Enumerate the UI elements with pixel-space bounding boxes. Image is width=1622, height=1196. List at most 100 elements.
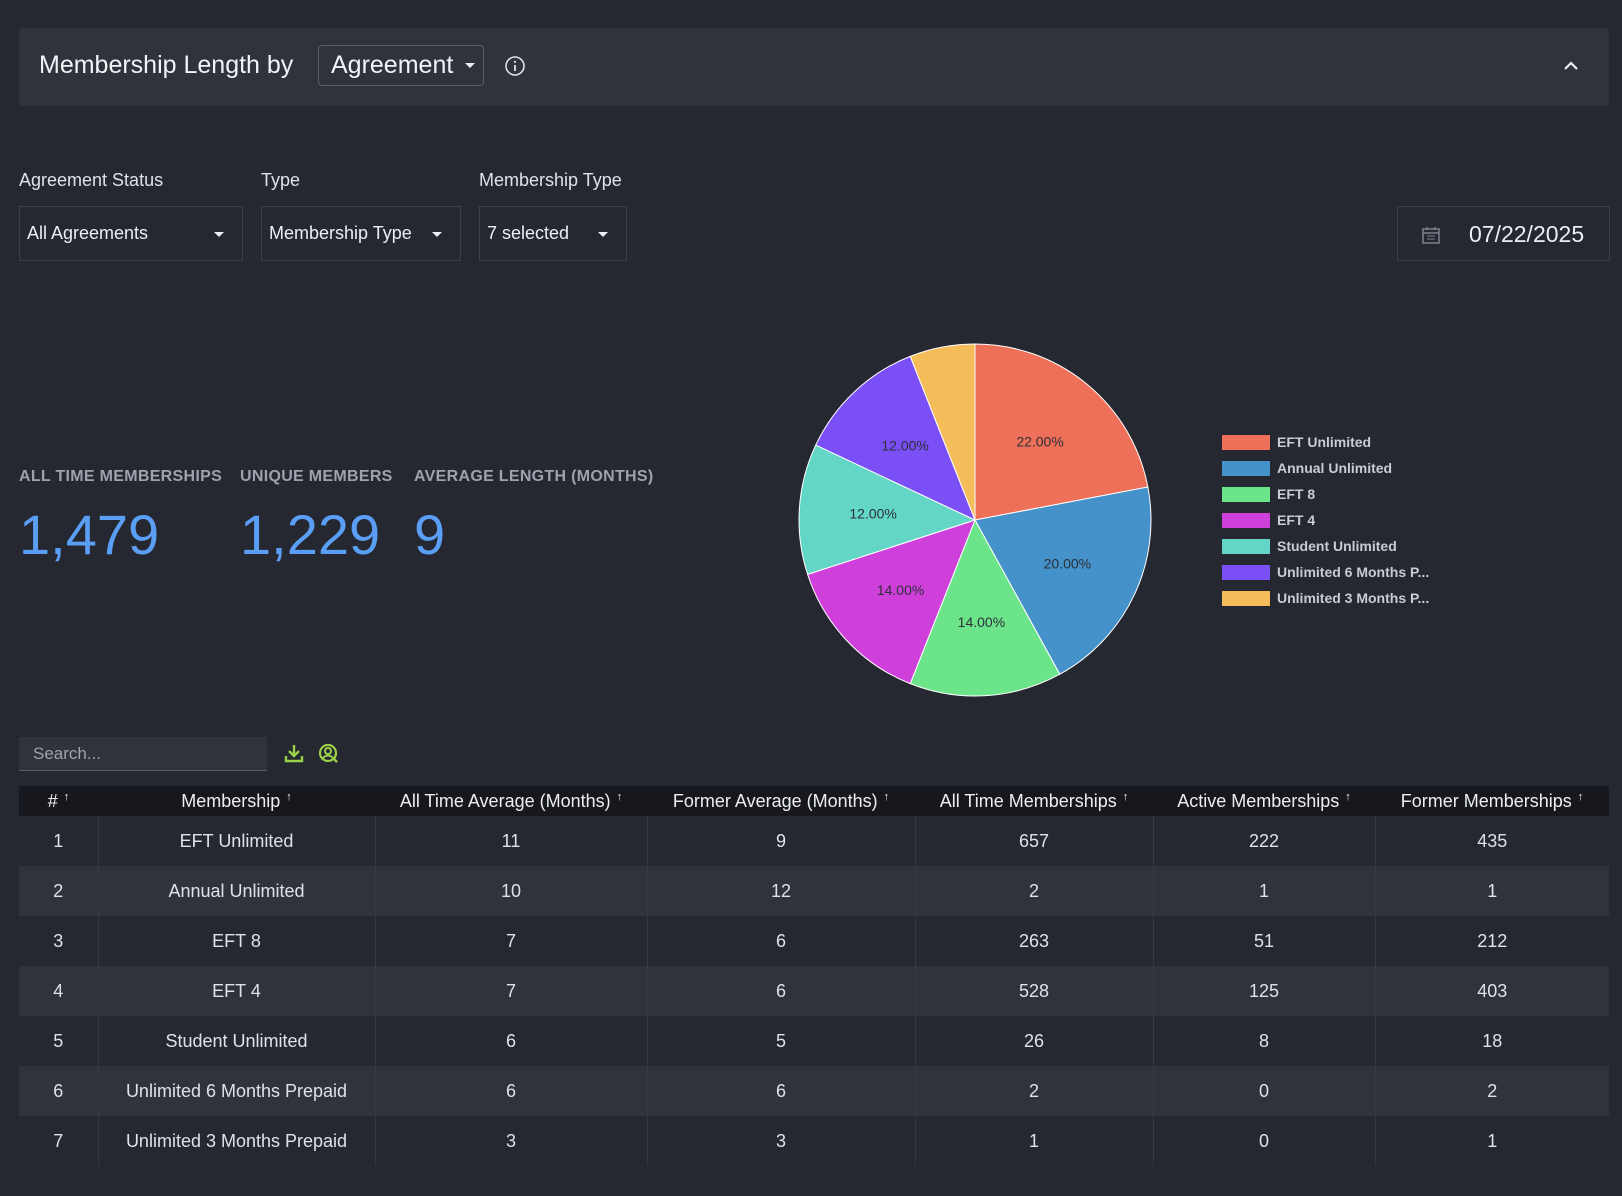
pie-slice[interactable] — [798, 444, 977, 576]
table-row: 6 Unlimited 6 Months Prepaid 6 6 2 0 2 — [19, 1066, 1609, 1116]
legend-swatch — [1222, 539, 1270, 554]
chevron-down-icon — [598, 232, 608, 237]
table-cell: EFT 8 — [98, 916, 376, 966]
table-header-row: # ↑ Membership ↑ All Time Average (Months) ↑ F… — [19, 786, 1609, 816]
legend-label: EFT 8 — [1277, 486, 1316, 502]
type-label: Type — [261, 170, 301, 190]
unique-members-value: 1,229 — [240, 503, 381, 566]
table-cell: 3 — [375, 1116, 648, 1166]
sort-arrow-icon[interactable]: ↑ — [1122, 790, 1129, 803]
pie-slice-label: 20.00% — [1044, 555, 1091, 571]
membership-table: # ↑ Membership ↑ All Time Average (Months) ↑ F… — [19, 786, 1609, 1166]
table-cell: 657 — [915, 816, 1154, 866]
membership-type-value: 7 selected — [487, 223, 570, 243]
download-icon[interactable] — [284, 743, 304, 763]
table-row: 2 Annual Unlimited 10 12 2 1 1 — [19, 866, 1609, 916]
type-value: Membership Type — [269, 223, 412, 243]
column-header-label: All Time Average (Months) — [399, 790, 611, 811]
pie-slice[interactable] — [909, 343, 976, 521]
table-body: 1 EFT Unlimited 11 9 657 222 435 2 Annual Unlimi… — [19, 816, 1609, 1166]
report-header: Membership Length by Agreement — [19, 28, 1609, 106]
membership-pie-chart: 22.00% 20.00% 14.00% 14.00% 12.00% 12.00% — [798, 343, 1152, 697]
table-cell: 2 — [915, 866, 1154, 916]
column-header-label: Membership — [181, 790, 281, 811]
pie-slice[interactable] — [909, 518, 1061, 697]
table-cell: 125 — [1153, 966, 1376, 1016]
table-cell: 6 — [647, 916, 916, 966]
column-header-label: Former Memberships — [1400, 790, 1572, 811]
sort-arrow-icon[interactable]: ↑ — [616, 790, 623, 803]
legend-label: EFT Unlimited — [1277, 434, 1372, 450]
table-row: 5 Student Unlimited 6 5 26 8 18 — [19, 1016, 1609, 1066]
table-cell: 1 — [1375, 866, 1609, 916]
membership-type-select[interactable]: 7 selected — [479, 206, 627, 261]
table-cell: 528 — [915, 966, 1154, 1016]
column-header[interactable]: Former Average (Months) ↑ — [647, 786, 915, 816]
table-cell: 3 — [647, 1116, 916, 1166]
unique-members-label: UNIQUE MEMBERS — [240, 468, 393, 485]
legend-label: Unlimited 6 Months P... — [1277, 564, 1430, 580]
legend-label: Student Unlimited — [1277, 538, 1397, 554]
column-header[interactable]: Active Memberships ↑ — [1153, 786, 1375, 816]
table-cell: 12 — [647, 866, 916, 916]
table-cell: 263 — [915, 916, 1154, 966]
table-cell: Unlimited 6 Months Prepaid — [98, 1066, 376, 1116]
table-cell: 1 — [915, 1116, 1154, 1166]
chevron-up-icon[interactable] — [1560, 55, 1582, 77]
average-length-value: 9 — [414, 503, 446, 566]
table-cell: 10 — [375, 866, 648, 916]
legend-swatch — [1222, 461, 1270, 476]
table-cell: 0 — [1153, 1066, 1376, 1116]
column-header[interactable]: Former Memberships ↑ — [1375, 786, 1609, 816]
table-cell: 2 — [19, 866, 99, 916]
legend-label: EFT 4 — [1277, 512, 1316, 528]
table-cell: 6 — [19, 1066, 99, 1116]
table-cell: 1 — [1153, 866, 1376, 916]
date-picker[interactable]: 07/22/2025 — [1397, 206, 1610, 261]
legend-swatch — [1222, 513, 1270, 528]
table-cell: 1 — [1487, 1130, 1498, 1151]
sort-arrow-icon[interactable]: ↑ — [1577, 790, 1584, 803]
table-cell: 6 — [647, 966, 916, 1016]
type-select[interactable]: Membership Type — [261, 206, 461, 261]
table-cell: 7 — [375, 966, 648, 1016]
sort-arrow-icon[interactable]: ↑ — [883, 790, 890, 803]
sort-arrow-icon[interactable]: ↑ — [1345, 790, 1351, 803]
table-cell: 222 — [1153, 816, 1376, 866]
report-title: Membership Length by — [39, 51, 294, 79]
pie-slice-label: 14.00% — [877, 582, 924, 598]
column-header[interactable]: # ↑ — [19, 786, 98, 816]
all-time-memberships-label: ALL TIME MEMBERSHIPS — [19, 468, 223, 485]
search-input[interactable] — [19, 737, 267, 771]
column-header-label: Former Average (Months) — [672, 790, 878, 811]
table-cell: 6 — [647, 1066, 916, 1116]
agreement-status-select[interactable]: All Agreements — [19, 206, 243, 261]
date-value: 07/22/2025 — [1469, 221, 1585, 247]
pie-slice[interactable] — [974, 343, 1149, 521]
table-cell: 6 — [375, 1066, 648, 1116]
table-cell: 2 — [915, 1066, 1154, 1116]
table-cell: 11 — [375, 816, 648, 866]
sort-arrow-icon[interactable]: ↑ — [286, 790, 292, 803]
table-cell: EFT 4 — [98, 966, 376, 1016]
table-cell: 2 — [1375, 1066, 1609, 1116]
pie-slice[interactable] — [974, 486, 1152, 675]
table-cell: 18 — [1482, 1030, 1503, 1051]
table-cell: 5 — [19, 1016, 99, 1066]
sort-arrow-icon[interactable]: ↑ — [63, 790, 70, 803]
user-search-icon[interactable] — [318, 743, 338, 763]
column-header-label: All Time Memberships — [939, 790, 1117, 811]
table-cell: 9 — [647, 816, 916, 866]
calendar-icon — [1422, 227, 1440, 244]
column-header[interactable]: Membership ↑ — [98, 786, 375, 816]
pie-slice[interactable] — [815, 355, 976, 521]
table-row: 4 EFT 4 7 6 528 125 403 — [19, 966, 1609, 1016]
table-row: 1 EFT Unlimited 11 9 657 222 435 — [19, 816, 1609, 866]
all-time-memberships-value: 1,479 — [19, 503, 160, 566]
column-header-label: Active Memberships — [1177, 790, 1340, 811]
info-icon[interactable] — [504, 55, 526, 77]
group-by-select[interactable]: Agreement — [318, 45, 484, 86]
column-header[interactable]: All Time Memberships ↑ — [915, 786, 1153, 816]
column-header[interactable]: All Time Average (Months) ↑ — [375, 786, 647, 816]
agreement-status-value: All Agreements — [27, 223, 149, 243]
